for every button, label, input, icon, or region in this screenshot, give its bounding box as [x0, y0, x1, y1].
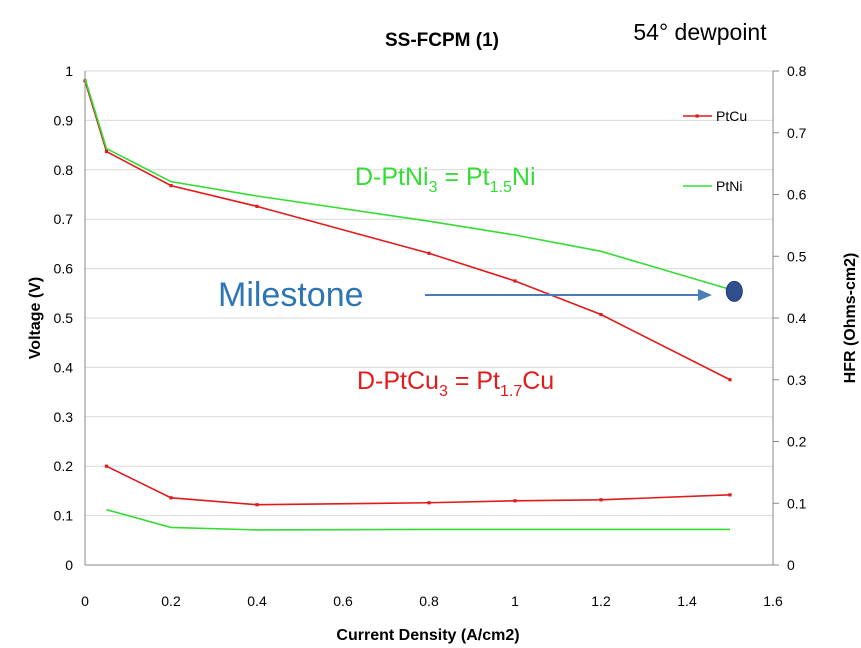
data-point: [255, 503, 259, 507]
data-point: [169, 184, 173, 188]
ptni-annotation-sub1: 3: [429, 179, 438, 196]
data-point: [513, 279, 517, 283]
legend-label-0: PtCu: [716, 108, 747, 124]
data-point: [513, 499, 517, 503]
series-group: [83, 78, 732, 531]
y2-tick-label: 0.2: [787, 434, 807, 450]
y-tick-label: 0.8: [54, 162, 74, 178]
milestone-marker: [725, 280, 743, 302]
x-tick-label: 0.4: [247, 593, 267, 609]
ptcu-annotation-sub1: 3: [439, 383, 448, 400]
y2-tick-label: 0.3: [787, 372, 807, 388]
data-point: [169, 496, 173, 500]
x-tick-label: 0: [81, 593, 89, 609]
series-line-3: [106, 508, 730, 531]
y2-tick-label: 0.4: [787, 310, 807, 326]
y-tick-label: 0.3: [54, 409, 74, 425]
ptcu-annotation-eq: = Pt: [448, 367, 500, 395]
milestone-arrowhead: [698, 289, 712, 301]
data-point: [728, 493, 732, 497]
y-tick-label: 0.5: [54, 310, 74, 326]
y-tick-label: 0.4: [54, 359, 74, 375]
data-point: [427, 251, 431, 255]
ptni-annotation: D-PtNi3 = Pt1.5Ni: [355, 163, 536, 196]
y2-tick-label: 0: [787, 557, 795, 573]
y-tick-label: 0.2: [54, 458, 74, 474]
x-tick-label: 0.8: [419, 593, 439, 609]
y-tick-label: 1: [65, 63, 73, 79]
x-tick-label: 1.2: [591, 593, 611, 609]
ptcu-annotation-base: D-PtCu: [357, 367, 439, 395]
y2-axis-title: HFR (Ohms-cm2): [842, 253, 859, 384]
chart-title: SS-FCPM (1): [385, 30, 499, 51]
ptni-annotation-base: D-PtNi: [355, 163, 429, 191]
chart-subtitle: 54° dewpoint: [633, 19, 767, 45]
y2-tick-label: 0.5: [787, 248, 807, 264]
y2-tick-label: 0.7: [787, 125, 807, 141]
data-point: [728, 378, 732, 382]
milestone-label: Milestone: [218, 276, 364, 314]
series-line-0: [84, 80, 731, 381]
data-point: [599, 498, 603, 502]
x-tick-label: 0.6: [333, 593, 353, 609]
data-point: [427, 501, 431, 505]
ptcu-annotation-tail: Cu: [522, 367, 554, 395]
y-axis-title: Voltage (V): [27, 277, 44, 359]
x-tick-label: 1: [511, 593, 519, 609]
y-tick-label: 0.1: [54, 508, 74, 524]
legend-label-1: PtNi: [716, 178, 742, 194]
y-tick-label: 0.9: [54, 112, 74, 128]
data-point: [104, 149, 109, 154]
y2-tick-label: 0.1: [787, 495, 807, 511]
ptni-annotation-eq: = Pt: [438, 163, 490, 191]
x-tick-label: 1.4: [677, 593, 697, 609]
series-line-2: [106, 465, 731, 506]
legend: PtCu PtNi: [683, 108, 747, 194]
y-tick-label: 0.6: [54, 261, 74, 277]
x-axis-title: Current Density (A/cm2): [336, 627, 519, 644]
data-point: [255, 204, 259, 208]
y-tick-label: 0.7: [54, 211, 74, 227]
data-point: [104, 464, 109, 468]
y-tick-label: 0: [65, 557, 73, 573]
ptni-annotation-tail: Ni: [512, 163, 536, 191]
ptcu-annotation-sub2: 1.7: [500, 383, 522, 400]
legend-marker: [695, 114, 699, 118]
ptni-annotation-sub2: 1.5: [490, 179, 512, 196]
x-tick-label: 0.2: [161, 593, 181, 609]
ptcu-annotation: D-PtCu3 = Pt1.7Cu: [357, 367, 554, 400]
x-tick-label: 1.6: [763, 593, 783, 609]
y2-tick-label: 0.8: [787, 63, 807, 79]
axes: [84, 70, 779, 566]
tick-labels: 0 0.1 0.2 0.3 0.4 0.5 0.6 0.7 0.8 0.9 1 0 0.1 0.2 0.3 0…: [54, 63, 807, 609]
gridlines: [85, 70, 773, 566]
y2-tick-label: 0.6: [787, 187, 807, 203]
series-line-1: [84, 78, 731, 291]
data-point: [599, 312, 603, 317]
